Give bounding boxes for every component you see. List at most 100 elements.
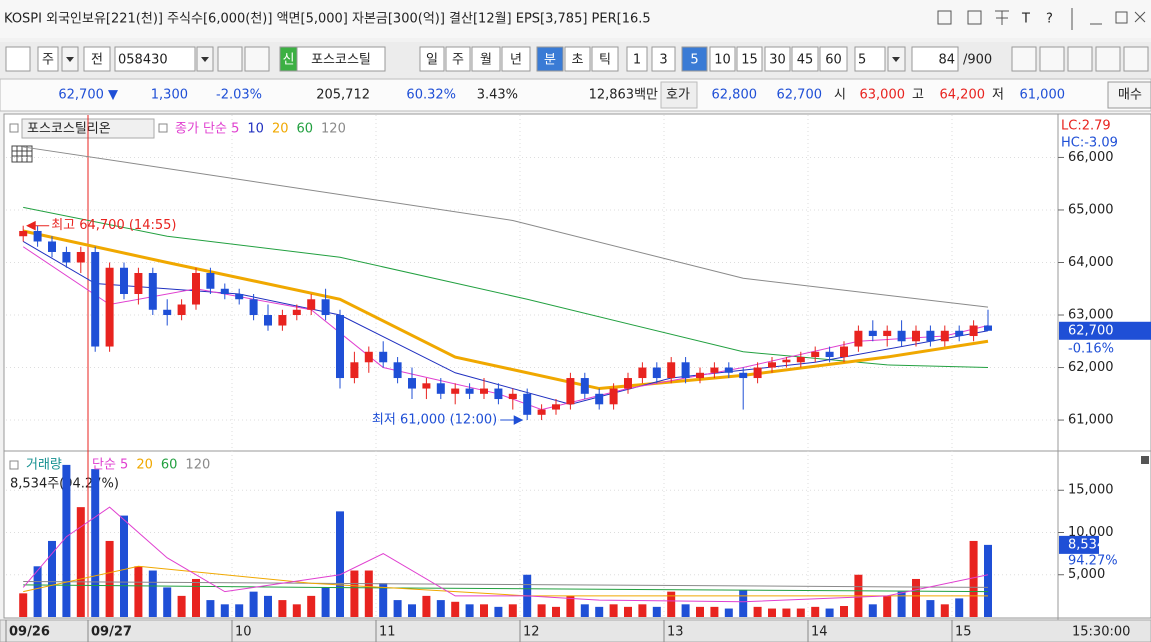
- candle-body: [508, 393, 517, 400]
- stock-name: 포스코스틸리온: [27, 122, 111, 137]
- candle-body: [451, 388, 460, 394]
- candle-body: [811, 351, 820, 358]
- icon[interactable]: [967, 10, 982, 25]
- toolbar-label[interactable]: 5: [690, 53, 698, 68]
- toolbar-button[interactable]: [681, 46, 708, 72]
- toolbar-button[interactable]: [736, 46, 763, 72]
- legend-entry: 60: [161, 458, 178, 473]
- icon[interactable]: [995, 10, 1009, 25]
- toolbar-button[interactable]: [564, 46, 591, 72]
- toolbar-button[interactable]: [854, 46, 886, 72]
- toolbar-label[interactable]: 5: [858, 53, 866, 68]
- toolbar-label[interactable]: 일: [426, 53, 438, 68]
- toolbar-label[interactable]: 월: [480, 53, 492, 68]
- toolbar-button[interactable]: [83, 46, 111, 72]
- candle-body: [321, 299, 330, 316]
- y-tick-label: 61,000: [1068, 413, 1114, 428]
- toolbar-items: 주 전 058430 신 포스코스틸 일 주 월 년 분 초 틱 1 3 5 10 15 30 45 60 5 84/90…: [5, 46, 1149, 72]
- toolbar-label[interactable]: 주: [452, 53, 464, 68]
- icon-button[interactable]: [5, 46, 31, 72]
- volume-bar: [566, 595, 575, 617]
- icon-button[interactable]: [217, 46, 243, 72]
- toolbar-label[interactable]: 10: [714, 53, 731, 68]
- candle-body: [120, 267, 128, 295]
- volume-bar: [105, 540, 114, 617]
- toolbar-label[interactable]: 년: [510, 53, 522, 68]
- candle-body: [883, 330, 892, 337]
- icon-button[interactable]: [1095, 46, 1121, 72]
- icon-text[interactable]: T: [1021, 12, 1030, 27]
- volume-bar: [753, 606, 762, 617]
- volume-bar: [436, 600, 445, 617]
- volume-bar: [580, 604, 589, 617]
- volume-bar: [249, 591, 258, 617]
- toolbar-button[interactable]: [626, 46, 648, 72]
- icon-button[interactable]: [1011, 46, 1037, 72]
- dropdown-arrow: [66, 57, 74, 62]
- candle-body: [969, 325, 978, 337]
- toolbar-button[interactable]: [419, 46, 445, 72]
- icon-button[interactable]: [1039, 46, 1065, 72]
- volume-bar: [220, 604, 229, 617]
- toolbar-button[interactable]: [37, 46, 59, 72]
- icon[interactable]: [937, 10, 952, 25]
- toolbar-label[interactable]: /900: [963, 53, 992, 68]
- candle-body: [624, 378, 632, 389]
- toolbar-label[interactable]: 1: [633, 53, 641, 68]
- info-value[interactable]: 매수: [1118, 88, 1142, 103]
- toolbar-button[interactable]: [911, 46, 959, 72]
- toolbar-label[interactable]: 포스코스틸: [311, 53, 371, 68]
- candle-body: [249, 299, 258, 316]
- toolbar-button[interactable]: [819, 46, 848, 72]
- toolbar-label[interactable]: 30: [769, 53, 786, 68]
- toolbar-label[interactable]: 분: [544, 53, 556, 68]
- toolbar-button[interactable]: [791, 46, 819, 72]
- candle-body: [422, 383, 431, 389]
- toolbar-label[interactable]: 주: [42, 53, 54, 68]
- panel-button[interactable]: [1141, 456, 1149, 464]
- toolbar-label[interactable]: 058430: [118, 53, 168, 68]
- toolbar-label[interactable]: 15: [741, 53, 758, 68]
- toolbar-label[interactable]: 45: [797, 53, 814, 68]
- volume-bar: [868, 604, 877, 617]
- volume-bar: [134, 566, 143, 617]
- toolbar-label[interactable]: 60: [825, 53, 842, 68]
- toolbar-label[interactable]: 신: [283, 53, 295, 68]
- volume-bar: [768, 608, 776, 617]
- volume-bar: [739, 589, 748, 617]
- window-controls[interactable]: [1071, 8, 1146, 30]
- toolbar-button[interactable]: [591, 46, 619, 72]
- toolbar-button[interactable]: [764, 46, 791, 72]
- toolbar-button[interactable]: [471, 46, 501, 72]
- volume-bar: [451, 601, 460, 617]
- toolbar-button[interactable]: [536, 46, 564, 72]
- toolbar-label[interactable]: 전: [91, 53, 103, 68]
- icon-button[interactable]: [1123, 46, 1149, 72]
- icon-text[interactable]: ?: [1046, 12, 1053, 27]
- toolbar-button[interactable]: [114, 46, 196, 72]
- toolbar-label[interactable]: 84: [938, 53, 955, 68]
- candle-body: [91, 251, 100, 347]
- candle-body: [782, 359, 791, 363]
- icon-button[interactable]: [1067, 46, 1093, 72]
- volume-title: 거래량: [26, 458, 62, 473]
- volume-ratio: 94.27%: [1068, 553, 1118, 568]
- candle-body: [148, 272, 157, 310]
- candle-body: [307, 299, 316, 310]
- buy-button[interactable]: [1107, 81, 1151, 109]
- candle-body: [609, 388, 618, 405]
- toolbar-button[interactable]: [709, 46, 736, 72]
- toolbar-button[interactable]: [501, 46, 531, 72]
- volume-bar: [782, 608, 791, 617]
- toolbar-label[interactable]: 초: [572, 53, 584, 68]
- toolbar-label[interactable]: 3: [659, 53, 667, 68]
- toolbar-button[interactable]: [296, 46, 386, 72]
- toolbar-label[interactable]: 틱: [599, 53, 611, 68]
- toolbar-button[interactable]: [445, 46, 471, 72]
- volume-bar: [62, 464, 71, 617]
- icon-button[interactable]: [244, 46, 270, 72]
- toolbar-button[interactable]: [651, 46, 676, 72]
- info-value: 3.43%: [477, 88, 518, 103]
- candle-body: [840, 346, 848, 358]
